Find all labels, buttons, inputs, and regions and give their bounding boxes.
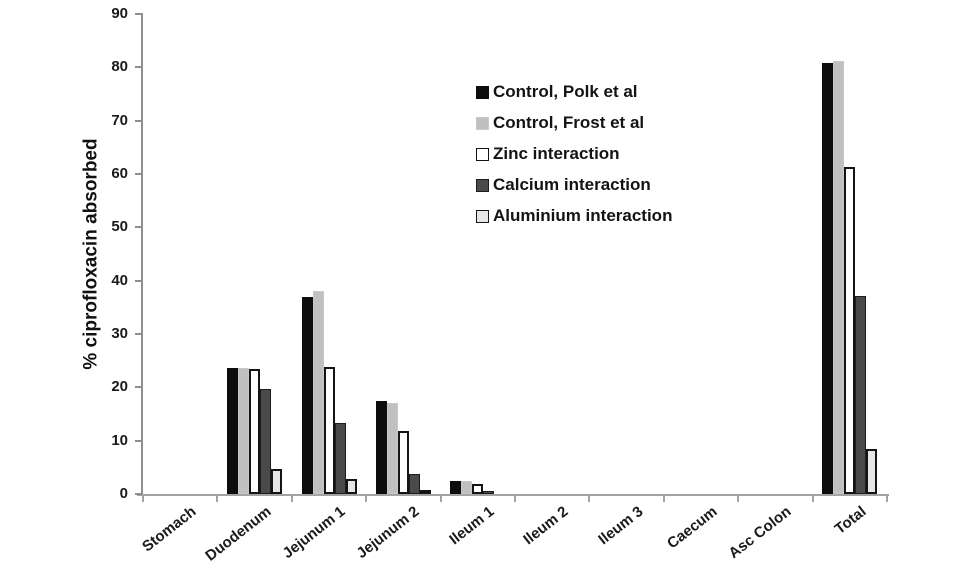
bar xyxy=(345,478,357,494)
legend-item: Control, Frost et al xyxy=(476,113,672,132)
bar xyxy=(844,166,856,494)
y-tick-label: 20 xyxy=(111,378,128,396)
legend-item: Zinc interaction xyxy=(476,144,672,163)
x-category-label: Total xyxy=(831,503,870,538)
plot-area xyxy=(143,14,887,494)
legend-label: Calcium interaction xyxy=(493,175,651,194)
bar xyxy=(450,481,462,494)
legend-label: Aluminium interaction xyxy=(493,206,673,225)
legend-label: Control, Frost et al xyxy=(493,113,645,132)
bar xyxy=(312,290,324,494)
y-tick-label: 70 xyxy=(111,111,128,129)
bar xyxy=(866,449,878,494)
bar xyxy=(833,60,845,494)
bar xyxy=(271,468,283,494)
bar xyxy=(419,490,431,494)
legend-swatch xyxy=(476,147,489,161)
legend-swatch xyxy=(476,209,489,223)
y-tick xyxy=(135,226,142,229)
legend-swatch xyxy=(476,116,489,130)
x-category-label: Asc Colon xyxy=(725,503,795,563)
bar xyxy=(334,422,346,494)
y-tick-label: 30 xyxy=(111,325,128,342)
x-tick xyxy=(886,496,888,502)
y-tick xyxy=(135,386,142,389)
x-category-label: Ileum 3 xyxy=(594,503,647,549)
bar xyxy=(323,367,335,494)
legend-item: Aluminium interaction xyxy=(476,206,673,225)
x-tick xyxy=(365,496,368,502)
y-tick xyxy=(135,279,142,282)
legend-swatch xyxy=(476,85,489,99)
bar xyxy=(227,368,239,494)
legend-label: Zinc interaction xyxy=(493,144,620,163)
bar xyxy=(855,295,867,494)
y-tick xyxy=(135,13,142,15)
y-tick xyxy=(135,119,142,122)
bar xyxy=(483,490,495,494)
y-tick-label: 40 xyxy=(111,271,128,289)
x-tick xyxy=(290,496,293,502)
bar xyxy=(461,481,473,494)
bar xyxy=(301,296,313,494)
x-tick xyxy=(439,496,442,502)
y-tick xyxy=(135,333,142,335)
legend-item: Control, Polk et al xyxy=(476,82,672,101)
x-axis-line xyxy=(137,494,889,496)
x-tick xyxy=(737,496,740,502)
bar xyxy=(386,402,398,494)
x-tick xyxy=(811,496,814,502)
legend-item: Calcium interaction xyxy=(476,175,672,194)
x-tick xyxy=(662,496,665,502)
bar xyxy=(375,401,387,494)
bar xyxy=(472,483,484,494)
x-tick xyxy=(142,496,144,502)
y-tick xyxy=(135,493,142,495)
y-tick-label: 80 xyxy=(111,58,128,76)
y-tick-label: 60 xyxy=(111,165,128,182)
x-tick xyxy=(514,496,516,502)
y-tick-label: 50 xyxy=(111,218,128,236)
x-category-label: Ileum 2 xyxy=(520,503,572,549)
x-category-label: Stomach xyxy=(139,503,200,556)
legend: Control, Polk et al Control, Frost et al Z… xyxy=(476,82,673,238)
y-tick xyxy=(135,173,142,175)
bar xyxy=(260,389,272,494)
legend-swatch xyxy=(476,178,489,192)
bar xyxy=(397,431,409,494)
x-category-label: Jejunum 1 xyxy=(279,503,349,563)
legend-label: Control, Polk et al xyxy=(493,82,638,101)
y-axis-title: % ciprofloxacin absorbed xyxy=(76,14,108,494)
y-tick-label: 90 xyxy=(111,5,128,22)
x-category-label: Jejunum 2 xyxy=(353,503,423,563)
x-tick xyxy=(588,496,591,502)
y-tick xyxy=(135,439,142,442)
y-tick xyxy=(135,66,142,69)
bar xyxy=(249,368,261,494)
y-tick-label: 10 xyxy=(111,431,128,449)
bar xyxy=(238,368,250,494)
y-tick-label: 0 xyxy=(119,485,128,502)
bar xyxy=(822,63,834,494)
x-tick xyxy=(216,496,219,502)
bar xyxy=(408,474,420,494)
x-category-label: Ileum 1 xyxy=(446,503,498,549)
x-category-label: Duodenum xyxy=(201,503,275,565)
y-axis-line xyxy=(141,13,143,495)
x-category-label: Caecum xyxy=(664,503,721,553)
